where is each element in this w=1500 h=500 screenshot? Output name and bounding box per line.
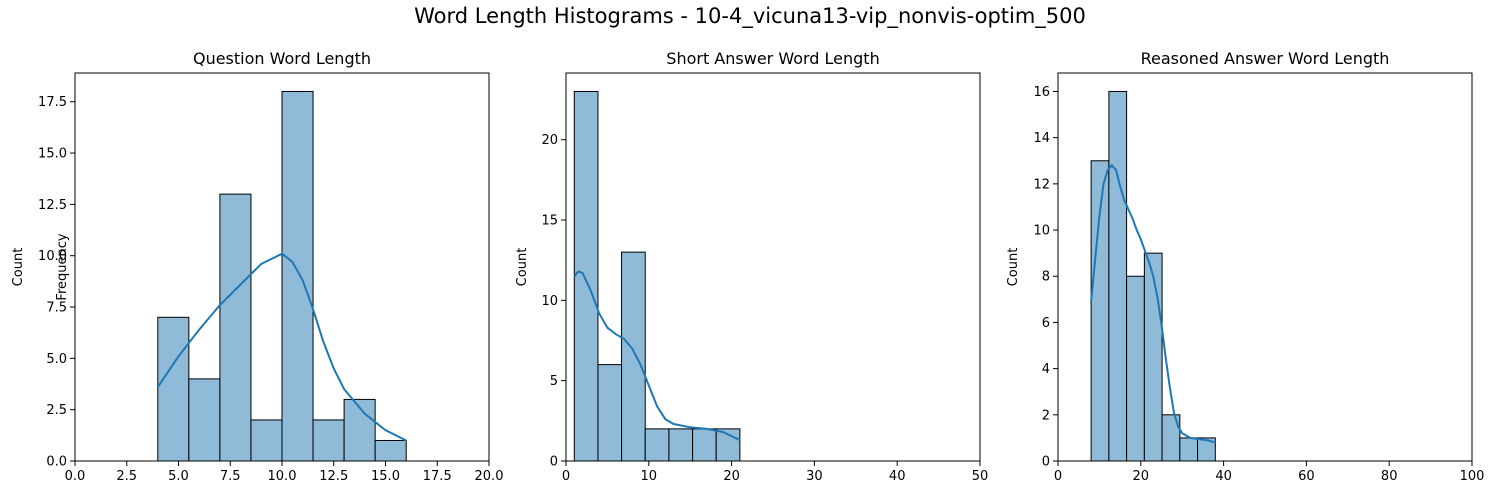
histogram-bar bbox=[343, 398, 376, 462]
histogram-bar bbox=[644, 428, 670, 462]
x-tick-label: 0 bbox=[1054, 469, 1062, 484]
x-tick-label: 50 bbox=[972, 469, 989, 484]
panel-reasoned-answer-word-length: Reasoned Answer Word Length Count 0 20 40 6… bbox=[1006, 49, 1484, 484]
histogram-bar bbox=[1179, 437, 1199, 462]
y-tick-label: 20 bbox=[541, 133, 558, 148]
x-tick-label: 7.5 bbox=[220, 469, 241, 484]
x-tick-label: 17.5 bbox=[423, 469, 452, 484]
kde-line bbox=[573, 270, 741, 442]
histogram-bar bbox=[621, 251, 646, 462]
x-tick-label: 40 bbox=[1215, 469, 1232, 484]
y-tick-label: 0.0 bbox=[46, 455, 67, 470]
x-tick-label: 15.0 bbox=[371, 469, 400, 484]
kde-line bbox=[1090, 163, 1216, 444]
histogram-bar bbox=[668, 428, 694, 462]
histogram-bar bbox=[312, 419, 345, 462]
y-tick-label: 10 bbox=[541, 294, 558, 309]
y-tick-label: 4 bbox=[1042, 362, 1050, 377]
y-tick-label: 6 bbox=[1042, 316, 1050, 331]
y-tick-label: 8 bbox=[1042, 270, 1050, 285]
histogram-bar bbox=[597, 364, 623, 462]
histogram-bar bbox=[573, 90, 599, 462]
y-tick-label: 14 bbox=[1033, 131, 1050, 146]
x-tick-label: 5.0 bbox=[168, 469, 189, 484]
chart-title: Short Answer Word Length bbox=[666, 49, 879, 68]
histogram-bar bbox=[1108, 90, 1128, 462]
x-tick-label: 20 bbox=[723, 469, 740, 484]
y-tick-label: 10 bbox=[1033, 224, 1050, 239]
y-axis-label-secondary: Frequency bbox=[55, 233, 70, 300]
y-tick-label: 15 bbox=[541, 214, 558, 229]
x-tick-label: 12.5 bbox=[319, 469, 348, 484]
histogram-bar bbox=[281, 90, 314, 462]
y-tick-label: 2.5 bbox=[46, 403, 67, 418]
histogram-bar bbox=[219, 193, 252, 462]
y-tick-label: 12 bbox=[1033, 177, 1050, 192]
x-tick-label: 60 bbox=[1298, 469, 1315, 484]
y-tick-label: 17.5 bbox=[38, 95, 67, 110]
histogram-bar bbox=[1126, 275, 1145, 462]
y-tick-label: 0 bbox=[1042, 455, 1050, 470]
y-axis-label: Count bbox=[515, 248, 530, 287]
histogram-bar bbox=[250, 419, 283, 462]
y-tick-label: 7.5 bbox=[46, 301, 67, 316]
x-tick-label: 100 bbox=[1460, 469, 1485, 484]
x-tick-label: 30 bbox=[806, 469, 823, 484]
y-axis-label: Count bbox=[1006, 248, 1021, 287]
x-tick-label: 2.5 bbox=[116, 469, 137, 484]
histogram-bar bbox=[157, 316, 190, 462]
x-tick-label: 10 bbox=[641, 469, 658, 484]
x-tick-label: 20 bbox=[1133, 469, 1150, 484]
x-tick-label: 40 bbox=[889, 469, 906, 484]
x-tick-label: 0.0 bbox=[65, 469, 86, 484]
panel-question-word-length: Question Word Length Count 0.0 2.5 5.0 7.5 1… bbox=[11, 49, 503, 484]
y-tick-label: 12.5 bbox=[38, 198, 67, 213]
kde-line bbox=[156, 252, 407, 442]
y-tick-label: 2 bbox=[1042, 408, 1050, 423]
y-axis-label: Count bbox=[11, 248, 26, 287]
histogram-bar bbox=[374, 439, 407, 462]
histogram-bar bbox=[188, 378, 221, 462]
y-tick-label: 0 bbox=[550, 455, 558, 470]
histogram-bar bbox=[692, 428, 717, 462]
x-tick-label: 80 bbox=[1381, 469, 1398, 484]
x-tick-label: 20.0 bbox=[475, 469, 504, 484]
chart-title: Question Word Length bbox=[193, 49, 371, 68]
y-tick-label: 10.0 bbox=[38, 249, 67, 264]
axes-frame bbox=[565, 72, 981, 462]
y-tick-label: 16 bbox=[1033, 85, 1050, 100]
chart-title: Reasoned Answer Word Length bbox=[1141, 49, 1390, 68]
y-tick-label: 15.0 bbox=[38, 147, 67, 162]
panel-short-answer-word-length: Short Answer Word Length Count 0 10 20 30 40… bbox=[515, 49, 988, 484]
x-tick-label: 0 bbox=[562, 469, 570, 484]
y-tick-label: 5 bbox=[550, 374, 558, 389]
figure-suptitle: Word Length Histograms - 10-4_vicuna13-v… bbox=[414, 4, 1086, 28]
x-tick-label: 10.0 bbox=[268, 469, 297, 484]
axes-frame bbox=[1057, 72, 1473, 462]
histogram-bar bbox=[1143, 252, 1163, 462]
y-tick-label: 5.0 bbox=[46, 352, 67, 367]
